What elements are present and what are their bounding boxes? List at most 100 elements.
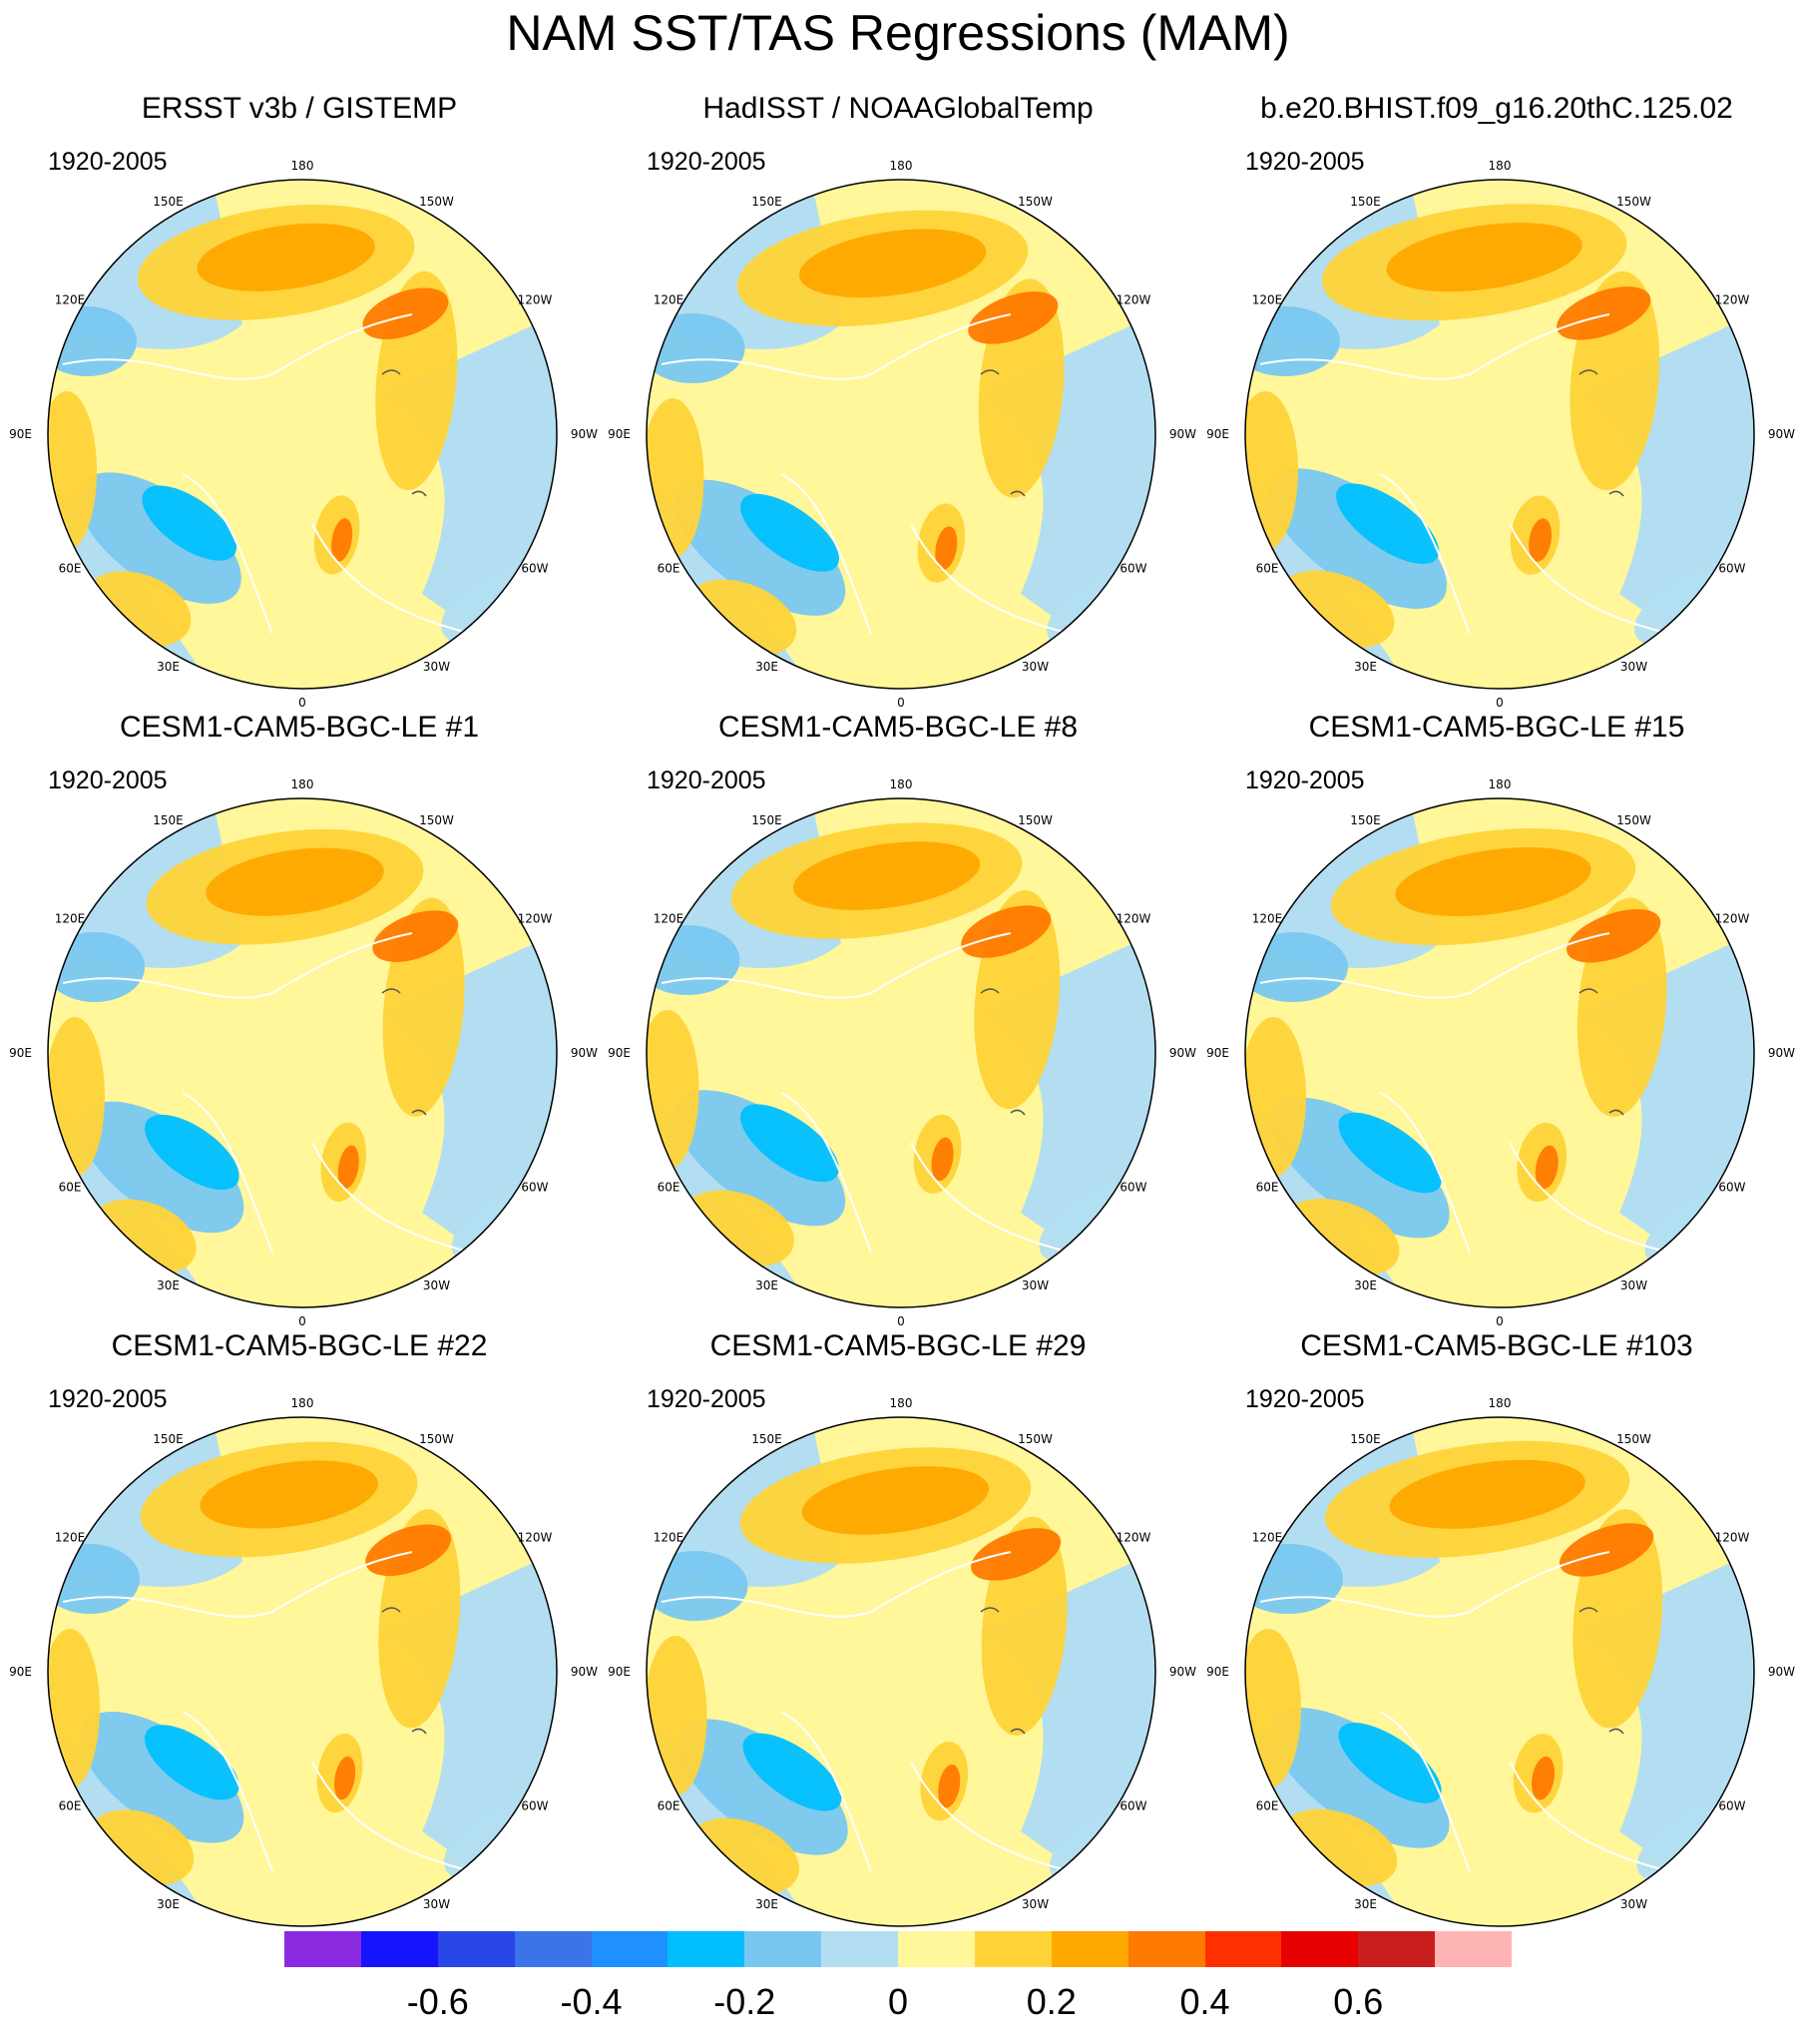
anomaly-blob (1245, 932, 1348, 1002)
period-label: 1920-2005 (647, 766, 766, 794)
longitude-label: 90E (9, 1046, 32, 1060)
longitude-label: 180 (291, 1396, 314, 1410)
longitude-label: 120E (1252, 293, 1283, 307)
longitude-label: 120E (654, 912, 684, 926)
longitude-label: 30W (1022, 1278, 1049, 1292)
longitude-label: 90E (608, 427, 631, 441)
longitude-label: 60E (59, 562, 82, 576)
longitude-label: 120W (1715, 912, 1750, 926)
longitude-label: 180 (890, 777, 913, 791)
longitude-label: 150E (1350, 1432, 1381, 1446)
field-layer (48, 798, 557, 1307)
longitude-label: 60W (521, 1799, 548, 1813)
colorbar-segment (1127, 1931, 1205, 1967)
map-panel: b.e20.BHIST.f09_g16.20thC.125.02 1920-200… (1197, 0, 1796, 710)
longitude-label: 120W (1117, 1531, 1151, 1545)
longitude-label: 90E (608, 1665, 631, 1679)
anomaly-blob (1389, 1459, 1585, 1529)
map-border (47, 179, 558, 690)
colorbar-segment (668, 1931, 745, 1967)
longitude-label: 120W (518, 293, 553, 307)
anomaly-blob (80, 1712, 244, 1843)
longitude-label: 150W (1018, 195, 1053, 209)
map-panel: CESM1-CAM5-BGC-LE #29 1920-2005 180 150E 120… (599, 1238, 1197, 1947)
panel-title: CESM1-CAM5-BGC-LE #8 (717, 711, 1079, 744)
longitude-label: 150E (1350, 195, 1381, 209)
anomaly-blob (1336, 483, 1440, 564)
colorbar-tick-label: 0 (887, 1981, 909, 2022)
longitude-label: 90E (1206, 1665, 1229, 1679)
longitude-label: 150W (419, 1432, 454, 1446)
panel-title: CESM1-CAM5-BGC-LE #1 (119, 711, 480, 744)
longitude-label: 60W (1718, 1799, 1745, 1813)
coastline (1259, 932, 1610, 999)
longitude-label: 120W (1715, 1531, 1750, 1545)
longitude-label: 180 (1489, 1396, 1512, 1410)
anomaly-blob (647, 313, 745, 383)
anomaly-blob (968, 291, 1059, 344)
anomaly-blob (647, 1551, 748, 1621)
anomaly-blob (647, 1010, 699, 1170)
coastline (182, 473, 473, 635)
field-layer (1245, 180, 1754, 689)
coastline (1259, 1551, 1610, 1618)
colorbar-segment (591, 1931, 669, 1967)
panel-title: HadISST / NOAAGlobalTemp (702, 92, 1094, 125)
anomaly-blob (935, 526, 958, 570)
longitude-label: 30W (1620, 1278, 1647, 1292)
longitude-label: 0 (1496, 696, 1504, 710)
longitude-label: 120W (518, 912, 553, 926)
anomaly-blob (740, 493, 839, 572)
anomaly-blob (331, 518, 353, 562)
longitude-label: 30E (157, 1278, 180, 1292)
longitude-label: 60E (1256, 1799, 1279, 1813)
lake-outline (980, 988, 1026, 1116)
anomaly-blob (1338, 1723, 1442, 1803)
anomaly-blob (1245, 306, 1340, 376)
map-border (1244, 797, 1755, 1308)
longitude-label: 60E (1256, 1181, 1279, 1195)
longitude-label: 60E (59, 1799, 82, 1813)
anomaly-blob (971, 1528, 1062, 1581)
colorbar-segment (360, 1931, 438, 1967)
map-border (646, 179, 1156, 690)
period-label: 1920-2005 (1245, 766, 1365, 794)
coastline (661, 932, 1012, 999)
coastline (182, 1711, 473, 1872)
map-border (646, 797, 1156, 1308)
period-label: 1920-2005 (48, 766, 168, 794)
longitude-label: 60E (59, 1181, 82, 1195)
lake-outline (381, 988, 427, 1116)
anomaly-blob (674, 479, 846, 616)
anomaly-blob (362, 287, 449, 340)
map-panel: CESM1-CAM5-BGC-LE #8 1920-2005 180 150E 120E… (599, 619, 1197, 1328)
longitude-label: 150E (153, 195, 184, 209)
map-panel: HadISST / NOAAGlobalTemp 1920-2005 180 150E… (599, 0, 1197, 710)
panel-title: b.e20.BHIST.f09_g16.20thC.125.02 (1260, 92, 1733, 125)
longitude-label: 150W (1616, 195, 1651, 209)
longitude-label: 120E (1252, 1531, 1283, 1545)
longitude-label: 30E (1354, 1278, 1377, 1292)
field-layer (1245, 1417, 1754, 1926)
anomaly-blob (334, 1756, 356, 1800)
colorbar-segment (1358, 1931, 1436, 1967)
longitude-label: 90W (1169, 1665, 1196, 1679)
longitude-label: 180 (291, 777, 314, 791)
longitude-label: 60W (1718, 1181, 1745, 1195)
coastline (780, 1711, 1072, 1872)
longitude-label: 30E (157, 1897, 180, 1911)
longitude-label: 0 (1496, 1314, 1504, 1328)
map-border (47, 1416, 558, 1927)
longitude-label: 120W (1117, 912, 1151, 926)
colorbar-tick-label: -0.4 (560, 1981, 623, 2022)
longitude-label: 90W (1169, 427, 1196, 441)
longitude-label: 120W (1715, 293, 1750, 307)
longitude-label: 30E (1354, 1897, 1377, 1911)
longitude-label: 60W (1120, 1799, 1146, 1813)
anomaly-blob (1268, 468, 1448, 610)
